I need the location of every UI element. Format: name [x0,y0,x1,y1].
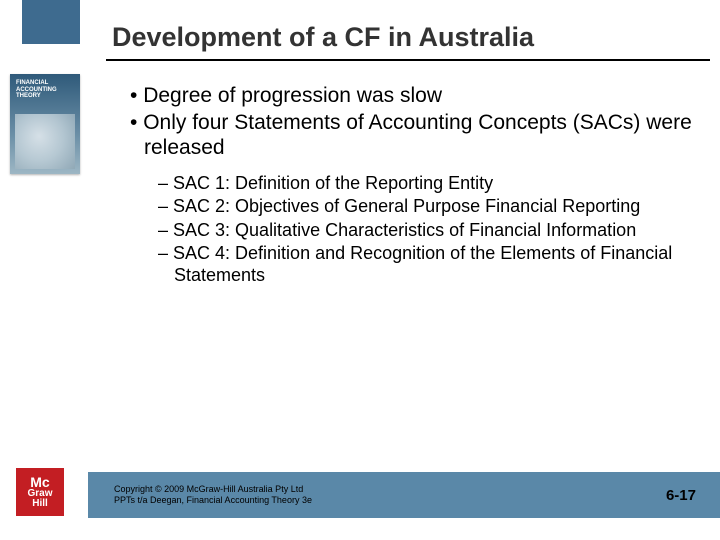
sidebar-accent-block [22,0,80,44]
sub-bullet-item: SAC 3: Qualitative Characteristics of Fi… [158,220,700,242]
bullet-item: Only four Statements of Accounting Conce… [130,110,700,160]
bullet-list-level1: Degree of progression was slow Only four… [112,83,700,161]
book-title-line2: ACCOUNTING [16,87,57,93]
publisher-logo: Mc Graw Hill [16,468,64,516]
footer-bar: Copyright © 2009 McGraw-Hill Australia P… [88,472,720,518]
copyright-text: Copyright © 2009 McGraw-Hill Australia P… [114,484,312,507]
book-title-line3: THEORY [16,93,41,99]
sub-bullet-item: SAC 4: Definition and Recognition of the… [158,243,700,286]
title-underline [106,59,710,61]
copyright-line1: Copyright © 2009 McGraw-Hill Australia P… [114,484,303,494]
logo-hill: Hill [32,499,48,509]
logo-mc: Mc [30,475,49,489]
book-cover-title: FINANCIAL ACCOUNTING THEORY [16,80,57,100]
slide-number: 6-17 [666,487,696,504]
bullet-list-level2: SAC 1: Definition of the Reporting Entit… [112,173,700,287]
sub-bullet-item: SAC 1: Definition of the Reporting Entit… [158,173,700,195]
slide-title: Development of a CF in Australia [112,22,700,57]
book-cover-graphic [15,114,75,169]
bullet-item: Degree of progression was slow [130,83,700,108]
copyright-line2: PPTs t/a Deegan, Financial Accounting Th… [114,495,312,505]
sidebar: FINANCIAL ACCOUNTING THEORY Mc Graw Hill [0,0,90,540]
slide-content: Development of a CF in Australia Degree … [112,22,700,289]
book-cover-image: FINANCIAL ACCOUNTING THEORY [10,74,80,174]
book-title-line1: FINANCIAL [16,80,48,86]
sub-bullet-item: SAC 2: Objectives of General Purpose Fin… [158,196,700,218]
